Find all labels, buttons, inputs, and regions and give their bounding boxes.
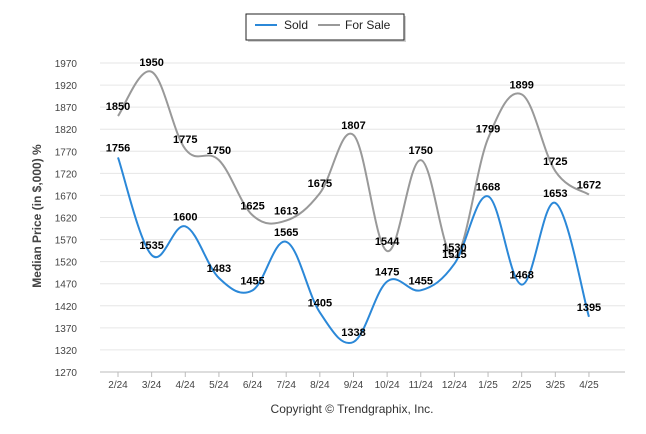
data-label: 1668 <box>476 181 500 193</box>
x-tick-label: 5/24 <box>209 380 229 391</box>
series-line-sold <box>117 157 590 345</box>
y-tick-label: 1870 <box>55 103 78 114</box>
data-label: 1750 <box>207 145 231 157</box>
y-axis-title: Median Price (in $,000) % <box>30 144 44 288</box>
y-tick-label: 1370 <box>55 324 78 335</box>
y-tick-label: 1620 <box>55 214 78 225</box>
y-tick-label: 1420 <box>55 302 78 313</box>
data-labels: 1850 1950 1775 1750 1625 1613 1675 1807 1544 1750… <box>106 57 601 339</box>
x-tick-label: 12/24 <box>442 380 467 391</box>
data-label: 1613 <box>274 206 298 218</box>
data-label: 1535 <box>139 240 163 252</box>
x-tick-label: 3/25 <box>546 380 566 391</box>
series-lines <box>117 70 590 345</box>
y-tick-label: 1770 <box>55 147 78 158</box>
data-label: 1544 <box>375 236 400 248</box>
legend-label-for-sale: For Sale <box>345 18 391 32</box>
data-label: 1653 <box>543 188 567 200</box>
data-label: 1565 <box>274 227 298 239</box>
data-label: 1338 <box>341 327 365 339</box>
y-tick-label: 1520 <box>55 258 78 269</box>
x-tick-label: 10/24 <box>375 380 400 391</box>
x-axis-tick-labels: 2/24 3/24 4/24 5/24 6/24 7/24 8/24 9/24 10/24 11/… <box>108 380 599 391</box>
y-tick-label: 1270 <box>55 368 78 379</box>
y-tick-label: 1720 <box>55 169 78 180</box>
x-tick-label: 7/24 <box>276 380 296 391</box>
data-label: 1600 <box>173 211 197 223</box>
x-tick-label: 2/24 <box>108 380 128 391</box>
data-label: 1625 <box>240 200 264 212</box>
x-axis <box>100 371 625 377</box>
copyright-credit: Copyright © Trendgraphix, Inc. <box>271 402 434 416</box>
x-tick-label: 2/25 <box>512 380 532 391</box>
data-label: 1675 <box>308 178 332 190</box>
data-label: 1530 <box>442 242 466 254</box>
x-tick-label: 8/24 <box>310 380 330 391</box>
x-tick-label: 6/24 <box>243 380 263 391</box>
legend-item-sold[interactable]: Sold <box>255 18 308 32</box>
data-label: 1475 <box>375 267 399 279</box>
data-label: 1756 <box>106 142 130 154</box>
y-tick-label: 1670 <box>55 191 78 202</box>
legend-item-for-sale[interactable]: For Sale <box>318 18 391 32</box>
x-tick-label: 9/24 <box>344 380 364 391</box>
x-tick-label: 11/24 <box>409 380 434 391</box>
legend-frame <box>245 13 405 41</box>
data-label: 1483 <box>207 263 231 275</box>
data-label: 1899 <box>509 79 533 91</box>
y-tick-label: 1920 <box>55 81 78 92</box>
x-tick-label: 1/25 <box>478 380 498 391</box>
data-label: 1455 <box>409 275 433 287</box>
data-label: 1395 <box>577 302 601 314</box>
data-label: 1672 <box>577 180 601 192</box>
y-tick-label: 1470 <box>55 280 78 291</box>
y-tick-label: 1820 <box>55 125 78 136</box>
data-label: 1405 <box>308 297 332 309</box>
data-label: 1799 <box>476 123 500 135</box>
data-label: 1950 <box>139 57 163 69</box>
data-label: 1750 <box>409 145 433 157</box>
x-tick-label: 4/25 <box>579 380 599 391</box>
data-label: 1468 <box>509 270 533 282</box>
legend[interactable]: Sold For Sale <box>245 13 406 42</box>
x-tick-label: 3/24 <box>142 380 162 391</box>
data-label: 1725 <box>543 156 567 168</box>
data-label: 1455 <box>240 275 264 287</box>
data-label: 1515 <box>442 249 466 261</box>
y-tick-label: 1570 <box>55 236 78 247</box>
legend-label-sold: Sold <box>284 18 308 32</box>
y-tick-label: 1320 <box>55 346 78 357</box>
data-label: 1850 <box>106 101 130 113</box>
data-label: 1807 <box>341 120 365 132</box>
y-tick-label: 1970 <box>55 59 78 70</box>
x-tick-label: 4/24 <box>176 380 196 391</box>
series-line-for-sale <box>117 70 590 259</box>
y-axis-tick-labels: 1270 1320 1370 1420 1470 1520 1570 1620 1670 1720… <box>55 59 78 379</box>
data-label: 1775 <box>173 134 197 146</box>
